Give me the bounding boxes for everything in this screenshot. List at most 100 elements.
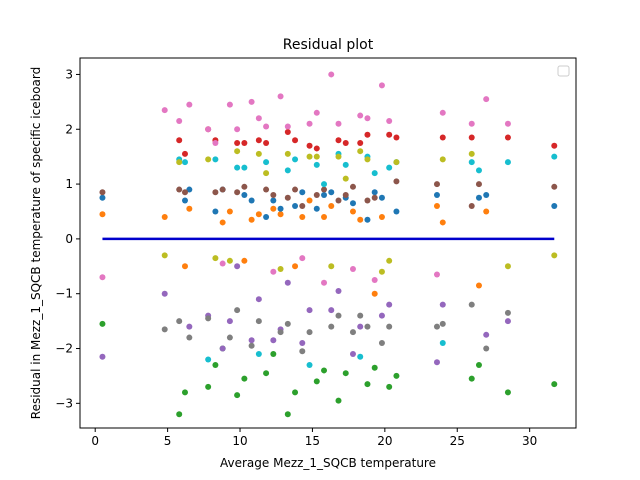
data-point	[255, 137, 262, 144]
data-point	[284, 320, 291, 327]
x-tick-label: 5	[164, 434, 172, 448]
data-point	[161, 107, 168, 114]
data-point	[284, 411, 291, 418]
data-point	[176, 318, 183, 325]
x-tick-label: 20	[377, 434, 392, 448]
y-tick-label: 1	[65, 177, 73, 191]
data-point	[328, 203, 335, 209]
data-point	[306, 197, 313, 204]
data-point	[186, 334, 193, 341]
data-point	[292, 263, 299, 270]
data-point	[255, 296, 262, 303]
data-point	[357, 148, 364, 155]
data-point	[364, 115, 371, 122]
data-point	[205, 383, 212, 390]
data-point	[328, 189, 335, 196]
data-point	[504, 309, 511, 316]
data-point	[321, 213, 328, 220]
data-point	[306, 120, 313, 127]
data-point	[433, 323, 440, 330]
data-point	[342, 161, 349, 168]
data-point	[378, 194, 385, 201]
data-point	[176, 411, 183, 418]
data-point	[248, 98, 255, 105]
data-point	[433, 271, 440, 278]
data-point	[439, 156, 446, 163]
y-tick-label: 3	[65, 67, 73, 81]
y-axis-ticks: −3 −2 −1 0 1 2 3	[55, 67, 80, 410]
data-point	[99, 353, 106, 360]
data-point	[321, 181, 328, 188]
data-point	[292, 186, 299, 193]
data-point	[186, 186, 193, 193]
data-point	[299, 203, 306, 209]
data-point	[335, 287, 342, 294]
data-point	[181, 197, 188, 204]
data-point	[263, 123, 270, 130]
data-point	[277, 266, 284, 273]
data-point	[349, 351, 356, 357]
data-point	[439, 219, 446, 226]
data-point	[234, 148, 241, 155]
data-point	[299, 348, 306, 355]
data-point	[342, 370, 349, 377]
data-point	[181, 159, 188, 166]
data-point	[212, 189, 219, 196]
data-point	[270, 268, 277, 275]
data-point	[248, 342, 255, 349]
data-point	[299, 340, 306, 347]
data-point	[386, 118, 393, 125]
data-point	[226, 101, 233, 108]
data-point	[468, 134, 475, 141]
data-point	[205, 126, 212, 133]
data-point	[349, 266, 356, 273]
data-point	[99, 189, 106, 196]
data-point	[306, 153, 313, 160]
data-point	[551, 142, 558, 149]
data-point	[393, 159, 400, 166]
data-point	[241, 164, 248, 171]
data-point	[357, 139, 364, 146]
data-point	[313, 161, 320, 168]
data-point	[248, 216, 255, 223]
data-point	[433, 181, 440, 188]
data-point	[504, 389, 511, 396]
data-point	[270, 337, 277, 344]
data-point	[212, 361, 219, 368]
data-point	[364, 216, 371, 223]
data-point	[219, 260, 226, 267]
data-point	[241, 192, 248, 199]
data-point	[335, 120, 342, 127]
data-point	[161, 213, 168, 220]
data-point	[263, 170, 270, 177]
data-point	[357, 216, 364, 223]
data-point	[219, 345, 226, 352]
data-point	[386, 131, 393, 138]
data-point	[234, 307, 241, 314]
data-point	[483, 331, 490, 338]
data-point	[205, 156, 212, 163]
data-point	[349, 208, 356, 215]
data-point	[364, 197, 371, 204]
x-axis-label: Average Mezz_1_SQCB temperature	[220, 456, 436, 470]
data-point	[439, 301, 446, 308]
data-point	[186, 323, 193, 330]
data-point	[241, 375, 248, 382]
data-point	[349, 329, 356, 336]
data-point	[212, 139, 219, 146]
data-point	[378, 213, 385, 220]
data-point	[475, 194, 482, 201]
data-point	[342, 139, 349, 146]
data-point	[328, 323, 335, 330]
data-point	[378, 340, 385, 347]
data-point	[255, 318, 262, 325]
data-point	[234, 263, 241, 270]
data-point	[226, 334, 233, 341]
data-point	[226, 318, 233, 325]
data-point	[270, 197, 277, 204]
data-point	[299, 255, 306, 262]
data-point	[335, 312, 342, 319]
data-point	[306, 142, 313, 149]
data-point	[468, 203, 475, 209]
